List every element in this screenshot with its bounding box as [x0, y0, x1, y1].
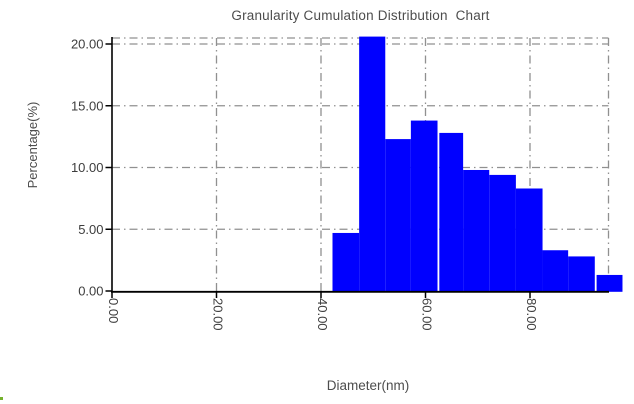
x-tick-label: 0.00: [106, 298, 121, 323]
histogram-bar: [332, 232, 360, 292]
histogram-bar: [596, 274, 623, 292]
chart-title: Granularity Cumulation Distribution Char…: [231, 8, 490, 23]
histogram-bar: [463, 169, 490, 292]
x-axis-label: Diameter(nm): [326, 378, 410, 393]
histogram-bar: [410, 120, 438, 292]
histogram-bar: [359, 36, 386, 292]
histogram-bar: [542, 250, 569, 292]
histogram-bar: [489, 174, 516, 292]
corner-artifact-pixel: [0, 397, 3, 400]
x-tick-label: 80.00: [524, 298, 539, 331]
y-tick-label: 20.00: [71, 37, 104, 52]
y-tick-label: 15.00: [71, 98, 104, 113]
histogram-bar: [515, 188, 543, 292]
y-tick-label: 0.00: [78, 284, 103, 299]
histogram-bar: [568, 256, 595, 292]
y-tick-label: 5.00: [78, 222, 103, 237]
histogram-bar: [439, 132, 464, 292]
histogram-bar: [385, 139, 411, 292]
y-tick-label: 10.00: [71, 160, 104, 175]
x-tick-label: 60.00: [419, 298, 434, 331]
x-tick-label: 20.00: [210, 298, 225, 331]
x-tick-label: 40.00: [315, 298, 330, 331]
